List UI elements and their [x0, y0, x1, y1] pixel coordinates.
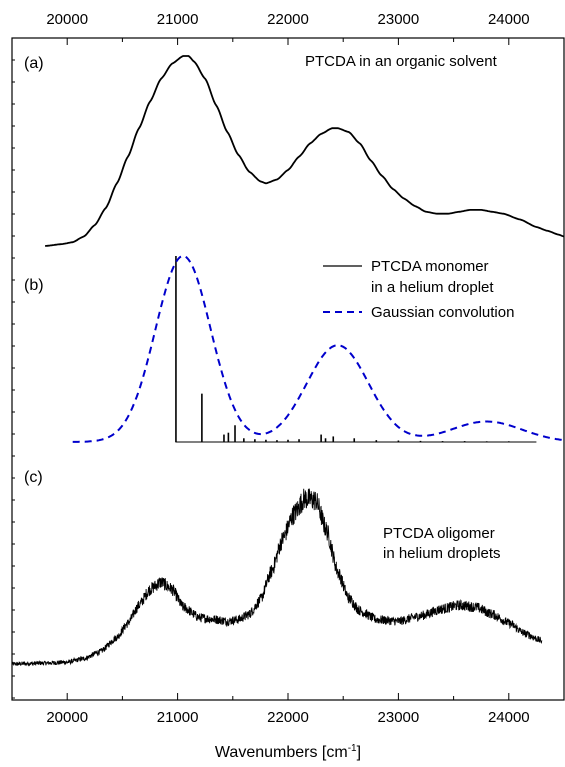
bottom-tick-label: 23000: [378, 709, 420, 726]
oligomer-spectrum-line: [11, 488, 543, 667]
panel-a-annotation: PTCDA in an organic solvent: [305, 53, 498, 70]
top-tick-label: 23000: [378, 11, 420, 28]
gaussian-convolution-line: [72, 254, 565, 443]
legend-entry-gaussian: Gaussian convolution: [371, 304, 514, 321]
top-tick-label: 24000: [488, 11, 530, 28]
bottom-axis-ticks: [11, 693, 565, 700]
series-layer: [11, 55, 565, 667]
x-axis-title-close: ]: [357, 744, 361, 761]
x-axis-title-sup: -1: [348, 743, 357, 754]
solvent-spectrum-line: [45, 55, 565, 247]
top-tick-label: 22000: [267, 11, 309, 28]
panel-c-label: (c): [24, 469, 43, 486]
bottom-tick-label: 20000: [46, 709, 88, 726]
plot-frame: [11, 37, 565, 701]
panel-c-annotation-line2: in helium droplets: [383, 545, 501, 562]
legend-entry-monomer-line1: PTCDA monomer: [371, 258, 489, 275]
panel-a-label: (a): [24, 55, 44, 72]
panel-b-label: (b): [24, 277, 44, 294]
panel-c-annotation-line1: PTCDA oligomer: [383, 525, 495, 542]
top-tick-label: 21000: [157, 11, 199, 28]
bottom-tick-labels: 20000 21000 22000 23000 24000: [46, 709, 529, 726]
x-axis-title-main: Wavenumbers [cm: [215, 744, 348, 761]
top-tick-label: 20000: [46, 11, 88, 28]
bottom-tick-label: 21000: [157, 709, 199, 726]
top-axis-ticks: [11, 38, 565, 45]
left-axis-minor-ticks: [12, 59, 15, 699]
bottom-tick-label: 22000: [267, 709, 309, 726]
x-axis-title: Wavenumbers [cm-1]: [215, 743, 361, 761]
legend-entry-monomer-line2: in a helium droplet: [371, 279, 494, 296]
top-tick-labels: 20000 21000 22000 23000 24000: [46, 11, 529, 28]
panel-b-legend: PTCDA monomer in a helium droplet Gaussi…: [323, 258, 514, 321]
bottom-tick-label: 24000: [488, 709, 530, 726]
